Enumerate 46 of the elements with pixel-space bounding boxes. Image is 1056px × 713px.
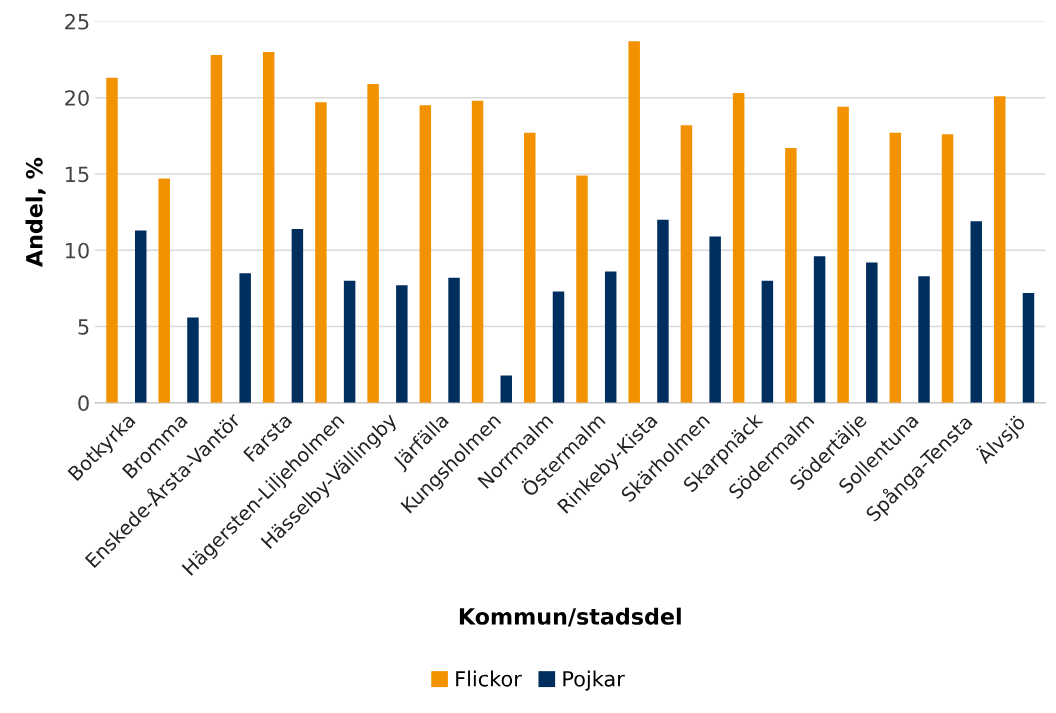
bar — [187, 317, 199, 403]
bar — [837, 106, 849, 403]
bar — [1022, 292, 1035, 403]
bar — [552, 291, 565, 403]
bar — [106, 77, 118, 403]
bar — [761, 280, 774, 403]
bar — [396, 285, 408, 403]
y-tick-label: 10 — [65, 242, 89, 259]
bar — [918, 276, 930, 403]
bar — [813, 256, 826, 403]
bar — [367, 83, 379, 403]
bar — [604, 271, 617, 403]
bar — [680, 125, 693, 403]
bar — [576, 175, 588, 403]
bar — [239, 273, 251, 403]
x-axis-title: Kommun/stadsdel — [459, 607, 681, 627]
y-tick-label: 5 — [78, 319, 89, 335]
bar — [785, 148, 797, 403]
bar — [732, 93, 745, 403]
bar — [941, 134, 954, 403]
y-tick-label: 0 — [78, 395, 89, 412]
y-tick-label: 15 — [65, 166, 89, 183]
bar — [970, 221, 982, 403]
legend-label: Flickor — [456, 670, 522, 687]
bar — [889, 132, 902, 403]
bar — [628, 41, 640, 403]
bar — [343, 280, 356, 403]
bar — [315, 102, 327, 403]
bar — [262, 51, 275, 403]
bar — [866, 262, 878, 403]
y-axis-title: Andel, % — [25, 157, 46, 268]
bar — [994, 96, 1006, 403]
bar — [657, 219, 669, 403]
bar — [210, 54, 223, 403]
bar — [500, 375, 513, 403]
bar — [524, 132, 536, 403]
bar — [471, 100, 484, 403]
bar — [419, 105, 432, 403]
bar — [134, 230, 147, 403]
y-tick-label: 25 — [65, 13, 89, 30]
bar — [291, 228, 304, 403]
legend-label: Pojkar — [563, 670, 625, 691]
y-tick-label: 20 — [65, 90, 89, 106]
bar — [158, 178, 170, 403]
bar — [448, 277, 460, 403]
bar — [709, 236, 721, 403]
